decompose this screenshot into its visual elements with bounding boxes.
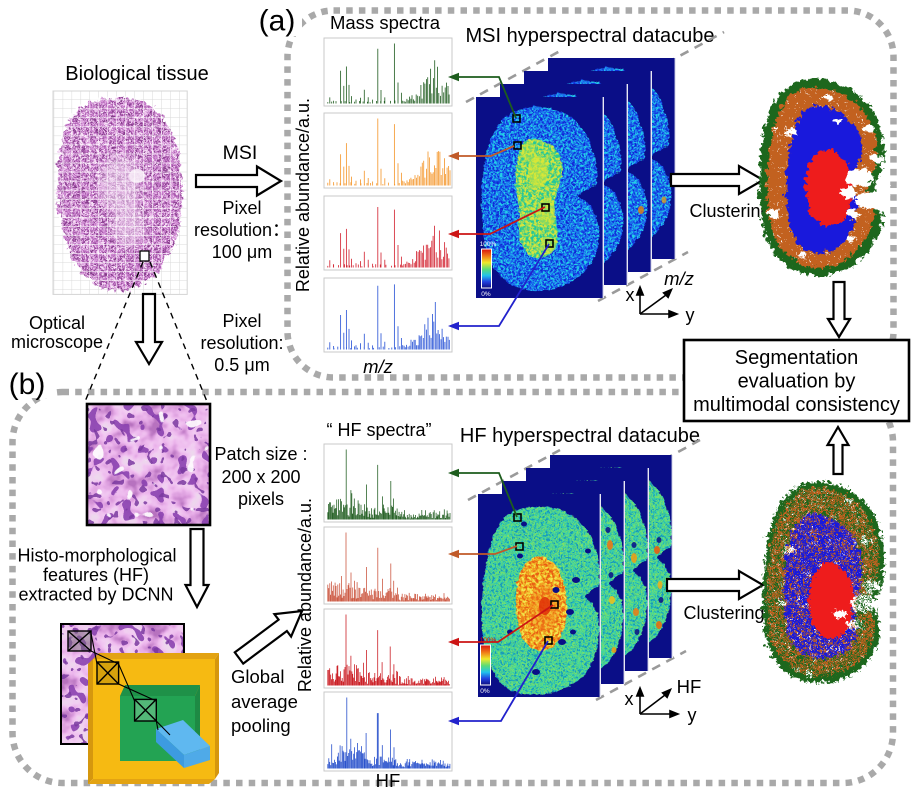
- svg-text:0%: 0%: [480, 688, 490, 695]
- svg-text:Histo-morphological: Histo-morphological: [17, 546, 176, 566]
- svg-text:Mass spectra: Mass spectra: [330, 12, 441, 33]
- svg-text:HF: HF: [677, 676, 702, 697]
- svg-text:Biological tissue: Biological tissue: [65, 63, 208, 85]
- svg-text:Clustering: Clustering: [683, 603, 764, 623]
- svg-text:(a): (a): [259, 5, 296, 38]
- svg-text:y: y: [688, 705, 697, 725]
- svg-text:x: x: [625, 689, 634, 709]
- svg-text:features (HF): features (HF): [43, 565, 149, 585]
- svg-text:x: x: [626, 285, 635, 305]
- svg-text:Pixel: Pixel: [222, 198, 261, 218]
- svg-text:microscope: microscope: [11, 332, 103, 352]
- svg-text:200 x 200: 200 x 200: [221, 467, 300, 487]
- svg-text:m/z: m/z: [363, 356, 393, 377]
- svg-text:HF: HF: [376, 770, 401, 791]
- svg-text:m/z: m/z: [664, 268, 694, 289]
- svg-text:Global: Global: [231, 666, 284, 687]
- svg-text:0.5 μm: 0.5 μm: [214, 355, 269, 375]
- svg-text:100%: 100%: [480, 241, 497, 248]
- svg-text:MSI hyperspectral datacube: MSI hyperspectral datacube: [465, 25, 714, 47]
- svg-text:multimodal consistency: multimodal consistency: [693, 394, 900, 416]
- svg-text:HF hyperspectral datacube: HF hyperspectral datacube: [460, 425, 700, 447]
- svg-text:Pixel: Pixel: [222, 311, 261, 331]
- svg-text:Relative abundance/a.u.: Relative abundance/a.u.: [293, 98, 313, 292]
- svg-text:resolution：: resolution：: [194, 220, 290, 240]
- svg-text:MSI: MSI: [223, 142, 258, 164]
- svg-text:average: average: [231, 691, 298, 712]
- svg-text:100%: 100%: [480, 637, 497, 644]
- svg-text:evaluation by: evaluation by: [738, 371, 856, 393]
- svg-text:Relative abundance/a.u.: Relative abundance/a.u.: [295, 498, 315, 692]
- svg-text:pooling: pooling: [231, 715, 291, 736]
- svg-text:Patch size :: Patch size :: [214, 444, 307, 464]
- svg-text:Optical: Optical: [29, 313, 85, 333]
- svg-text:y: y: [686, 305, 695, 325]
- svg-text:(b): (b): [9, 368, 46, 401]
- svg-text:pixels: pixels: [238, 489, 284, 509]
- svg-text:“ HF spectra”: “ HF spectra”: [326, 420, 431, 440]
- svg-text:Segmentation: Segmentation: [735, 347, 858, 369]
- svg-text:100 μm: 100 μm: [212, 242, 272, 262]
- svg-text:resolution:: resolution:: [200, 333, 283, 353]
- svg-text:extracted by DCNN: extracted by DCNN: [18, 585, 173, 605]
- svg-text:Clustering: Clustering: [689, 201, 770, 221]
- svg-text:0%: 0%: [481, 291, 491, 298]
